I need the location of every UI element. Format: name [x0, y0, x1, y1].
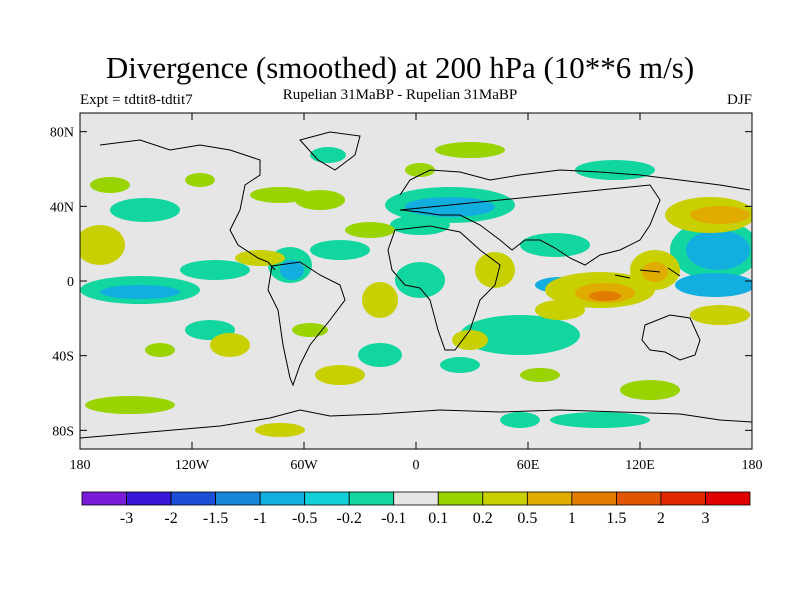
eurasia-outline	[399, 169, 751, 266]
colorbar-swatch	[571, 491, 617, 506]
colorbar-label: -1	[253, 510, 266, 527]
colorbar-swatch	[482, 491, 528, 506]
colorbar-label: 1	[568, 510, 576, 527]
colorbar-swatch	[660, 491, 706, 506]
colorbar-swatch	[348, 491, 395, 506]
colorbar-label: 1.5	[606, 510, 626, 527]
positive-regions	[80, 142, 752, 437]
colorbar-label: 2	[657, 510, 665, 527]
colorbar-swatch	[437, 491, 484, 506]
australia-outline	[641, 314, 701, 361]
antarctica-outline	[80, 409, 752, 439]
colorbar-swatch	[393, 491, 439, 506]
y-tick-label: 40N	[50, 200, 74, 215]
colorbar-swatch	[215, 491, 261, 506]
subtitle-label: Rupelian 31MaBP - Rupelian 31MaBP	[282, 87, 518, 103]
colorbar-swatch	[526, 491, 573, 506]
colorbar-swatch	[126, 491, 172, 506]
south-america-outline	[267, 261, 346, 387]
experiment-label: Expt = tdtit8-tdtit7	[80, 92, 193, 108]
indonesia-outline	[614, 267, 681, 279]
x-axis-ticks: 180 120W 60W 0 60E 120E 180	[70, 113, 763, 473]
plot-title: Divergence (smoothed) at 200 hPa (10**6 …	[105, 50, 695, 85]
colorbar-label: -2	[164, 510, 177, 527]
colorbar-swatch	[170, 491, 216, 506]
y-tick-label: 80S	[52, 424, 74, 439]
colorbar-label: -1.5	[203, 510, 228, 527]
x-tick-label: 180	[70, 458, 91, 473]
colorbar-swatch	[304, 491, 350, 506]
north-america-outline	[99, 139, 276, 271]
colorbar-label: -0.1	[381, 510, 406, 527]
y-tick-label: 0	[67, 275, 74, 290]
colorbar-label: -3	[120, 510, 133, 527]
colorbar-label: -0.2	[337, 510, 362, 527]
y-axis-ticks: 80N 40N 0 40S 80S	[50, 126, 752, 439]
colorbar-swatch	[81, 491, 127, 506]
colorbar-label: -0.5	[292, 510, 317, 527]
season-label: DJF	[726, 92, 752, 108]
colorbar-label: 0.2	[473, 510, 493, 527]
colorbar-label: 3	[701, 510, 709, 527]
colorbar-swatch	[705, 491, 751, 506]
greenland-outline	[299, 131, 361, 171]
x-tick-label: 60W	[290, 458, 318, 473]
africa-outline	[387, 225, 501, 351]
colorbar-label: 0.1	[428, 510, 448, 527]
x-tick-label: 180	[742, 458, 763, 473]
y-tick-label: 40S	[52, 350, 74, 365]
colorbar-label: 0.5	[517, 510, 537, 527]
x-tick-label: 0	[413, 458, 420, 473]
colorbar: -3 -2 -1.5 -1 -0.5 -0.2 -0.1 0.1 0.2 0.5 1 1.5 2 3	[81, 491, 751, 527]
colorbar-swatch	[616, 491, 662, 506]
x-tick-label: 120W	[175, 458, 210, 473]
colorbar-swatch	[259, 491, 306, 506]
x-tick-label: 60E	[517, 458, 540, 473]
negative-regions	[80, 147, 752, 428]
coastlines	[80, 131, 752, 439]
y-tick-label: 80N	[50, 126, 74, 141]
x-tick-label: 120E	[625, 458, 655, 473]
divergence-field	[80, 131, 752, 439]
